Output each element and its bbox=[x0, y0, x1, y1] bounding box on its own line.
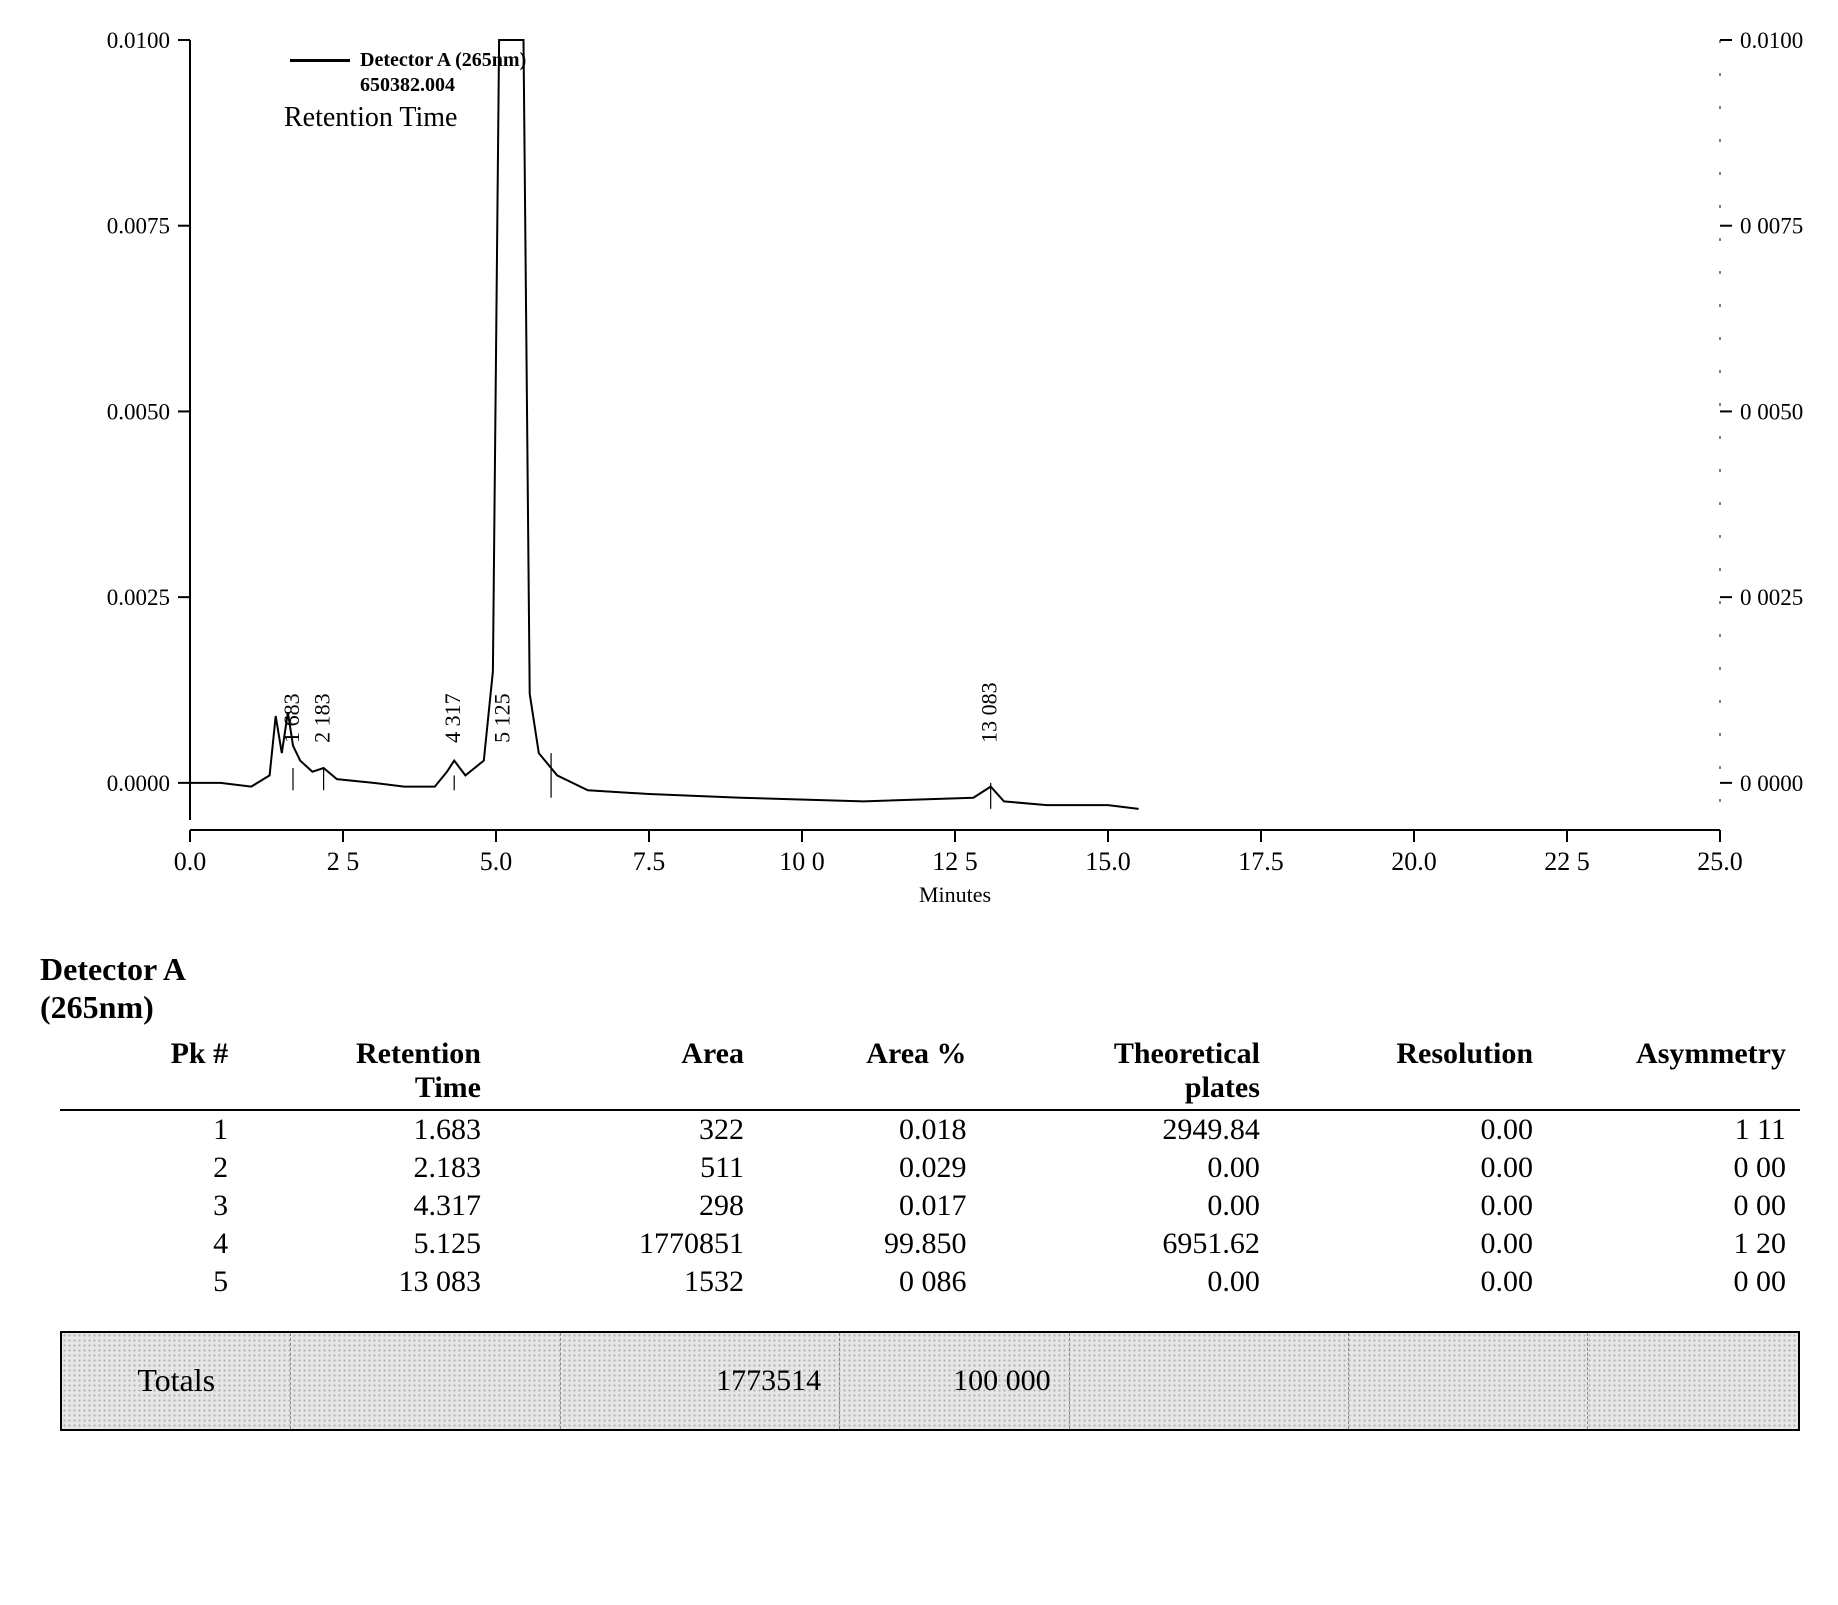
totals-label: Totals bbox=[62, 1333, 291, 1429]
chromatogram-chart: 0.0000 0.0025 0.0050 0.0075 0.0100 0 0000 0 00… bbox=[60, 20, 1820, 940]
table-cell: 0.029 bbox=[758, 1149, 981, 1187]
y-right-tick-label: 0 0000 bbox=[1740, 771, 1803, 796]
table-cell: 1.683 bbox=[242, 1110, 495, 1149]
table-row: 22.1835110.0290.000.000 00 bbox=[60, 1149, 1800, 1187]
chart-svg: 0.0000 0.0025 0.0050 0.0075 0.0100 0 0000 0 00… bbox=[60, 20, 1820, 940]
peak-label: 4 317 bbox=[440, 693, 465, 743]
x-tick-label: 20.0 bbox=[1391, 847, 1437, 876]
x-tick-label: 17.5 bbox=[1238, 847, 1284, 876]
table-row: 513 08315320 0860.000.000 00 bbox=[60, 1263, 1800, 1301]
table-header: Area bbox=[495, 1033, 758, 1110]
legend-sample-id: 650382.004 bbox=[360, 73, 526, 98]
table-header: Theoreticalplates bbox=[981, 1033, 1274, 1110]
table-cell: 2 bbox=[60, 1149, 242, 1187]
peak-label: 1 683 bbox=[279, 693, 304, 743]
totals-cell: 100 000 bbox=[840, 1333, 1069, 1429]
table-cell: 0 086 bbox=[758, 1263, 981, 1301]
x-axis-label: Minutes bbox=[919, 882, 991, 907]
table-header: Pk # bbox=[60, 1033, 242, 1110]
y-left-tick-label: 0.0000 bbox=[107, 771, 170, 796]
table-cell: 0.00 bbox=[1274, 1110, 1547, 1149]
table-cell: 0.00 bbox=[981, 1263, 1274, 1301]
y-left-tick-label: 0.0100 bbox=[107, 28, 170, 53]
table-cell: 511 bbox=[495, 1149, 758, 1187]
detector-title: Detector A (265nm) bbox=[40, 950, 1818, 1027]
table-cell: 3 bbox=[60, 1187, 242, 1225]
y-right-tick-label: 0 0075 bbox=[1740, 214, 1803, 239]
x-tick-label: 5.0 bbox=[480, 847, 513, 876]
table-cell: 0.00 bbox=[981, 1149, 1274, 1187]
table-cell: 1770851 bbox=[495, 1225, 758, 1263]
table-row: 34.3172980.0170.000.000 00 bbox=[60, 1187, 1800, 1225]
table-cell: 0 00 bbox=[1547, 1263, 1800, 1301]
detector-title-line1: Detector A bbox=[40, 951, 186, 987]
peak-table-head: Pk #RetentionTimeAreaArea %Theoreticalpl… bbox=[60, 1033, 1800, 1110]
table-cell: 6951.62 bbox=[981, 1225, 1274, 1263]
table-header: Resolution bbox=[1274, 1033, 1547, 1110]
table-cell: 1 bbox=[60, 1110, 242, 1149]
y-right-tick-label: 0 0025 bbox=[1740, 585, 1803, 610]
table-cell: 0 00 bbox=[1547, 1187, 1800, 1225]
peak-label: 5 125 bbox=[490, 693, 515, 743]
x-tick-label: 7.5 bbox=[633, 847, 666, 876]
table-cell: 13 083 bbox=[242, 1263, 495, 1301]
y-right-tick-label: 0.0100 bbox=[1740, 28, 1803, 53]
legend-line-icon bbox=[290, 59, 350, 62]
totals-cell: 1773514 bbox=[561, 1333, 840, 1429]
table-cell: 0.00 bbox=[1274, 1149, 1547, 1187]
table-cell: 4.317 bbox=[242, 1187, 495, 1225]
table-cell: 0 00 bbox=[1547, 1149, 1800, 1187]
x-tick-label: 15.0 bbox=[1085, 847, 1131, 876]
legend-text-1: Detector A (265nm) bbox=[360, 48, 526, 73]
totals-row: Totals 1773514100 000 bbox=[60, 1331, 1800, 1431]
table-cell: 5.125 bbox=[242, 1225, 495, 1263]
table-cell: 1532 bbox=[495, 1263, 758, 1301]
detector-title-line2: (265nm) bbox=[40, 989, 154, 1025]
x-tick-label: 0.0 bbox=[174, 847, 207, 876]
totals-cell bbox=[1349, 1333, 1588, 1429]
peak-label: 2 183 bbox=[310, 693, 335, 743]
table-cell: 0.018 bbox=[758, 1110, 981, 1149]
table-header: Asymmetry bbox=[1547, 1033, 1800, 1110]
x-tick-label: 22 5 bbox=[1544, 847, 1590, 876]
table-cell: 4 bbox=[60, 1225, 242, 1263]
peak-label: 13 083 bbox=[977, 682, 1002, 743]
table-cell: 322 bbox=[495, 1110, 758, 1149]
legend-series-label: Detector A (265nm) bbox=[290, 48, 526, 73]
table-cell: 2949.84 bbox=[981, 1110, 1274, 1149]
table-row: 45.125177085199.8506951.620.001 20 bbox=[60, 1225, 1800, 1263]
y-left-tick-label: 0.0050 bbox=[107, 399, 170, 424]
y-right-tick-label: 0 0050 bbox=[1740, 399, 1803, 424]
peak-table: Pk #RetentionTimeAreaArea %Theoreticalpl… bbox=[60, 1033, 1800, 1301]
table-header: Area % bbox=[758, 1033, 981, 1110]
totals-cell bbox=[291, 1333, 560, 1429]
legend-retention-time: Retention Time bbox=[284, 100, 526, 135]
x-tick-label: 12 5 bbox=[932, 847, 978, 876]
table-cell: 0.00 bbox=[1274, 1187, 1547, 1225]
table-cell: 0.00 bbox=[981, 1187, 1274, 1225]
totals-cell bbox=[1070, 1333, 1349, 1429]
table-header: RetentionTime bbox=[242, 1033, 495, 1110]
chart-legend: Detector A (265nm) 650382.004 Retention … bbox=[290, 48, 526, 135]
table-cell: 1 20 bbox=[1547, 1225, 1800, 1263]
table-cell: 0.00 bbox=[1274, 1225, 1547, 1263]
table-cell: 298 bbox=[495, 1187, 758, 1225]
table-cell: 0.017 bbox=[758, 1187, 981, 1225]
x-tick-label: 2 5 bbox=[327, 847, 360, 876]
table-cell: 99.850 bbox=[758, 1225, 981, 1263]
y-left-tick-label: 0.0075 bbox=[107, 214, 170, 239]
table-cell: 1 11 bbox=[1547, 1110, 1800, 1149]
x-tick-label: 10 0 bbox=[779, 847, 825, 876]
y-left-tick-label: 0.0025 bbox=[107, 585, 170, 610]
totals-cell bbox=[1588, 1333, 1798, 1429]
table-cell: 0.00 bbox=[1274, 1263, 1547, 1301]
table-cell: 2.183 bbox=[242, 1149, 495, 1187]
peak-table-body: 11.6833220.0182949.840.001 1122.1835110.… bbox=[60, 1110, 1800, 1301]
table-row: 11.6833220.0182949.840.001 11 bbox=[60, 1110, 1800, 1149]
table-cell: 5 bbox=[60, 1263, 242, 1301]
x-tick-label: 25.0 bbox=[1697, 847, 1743, 876]
